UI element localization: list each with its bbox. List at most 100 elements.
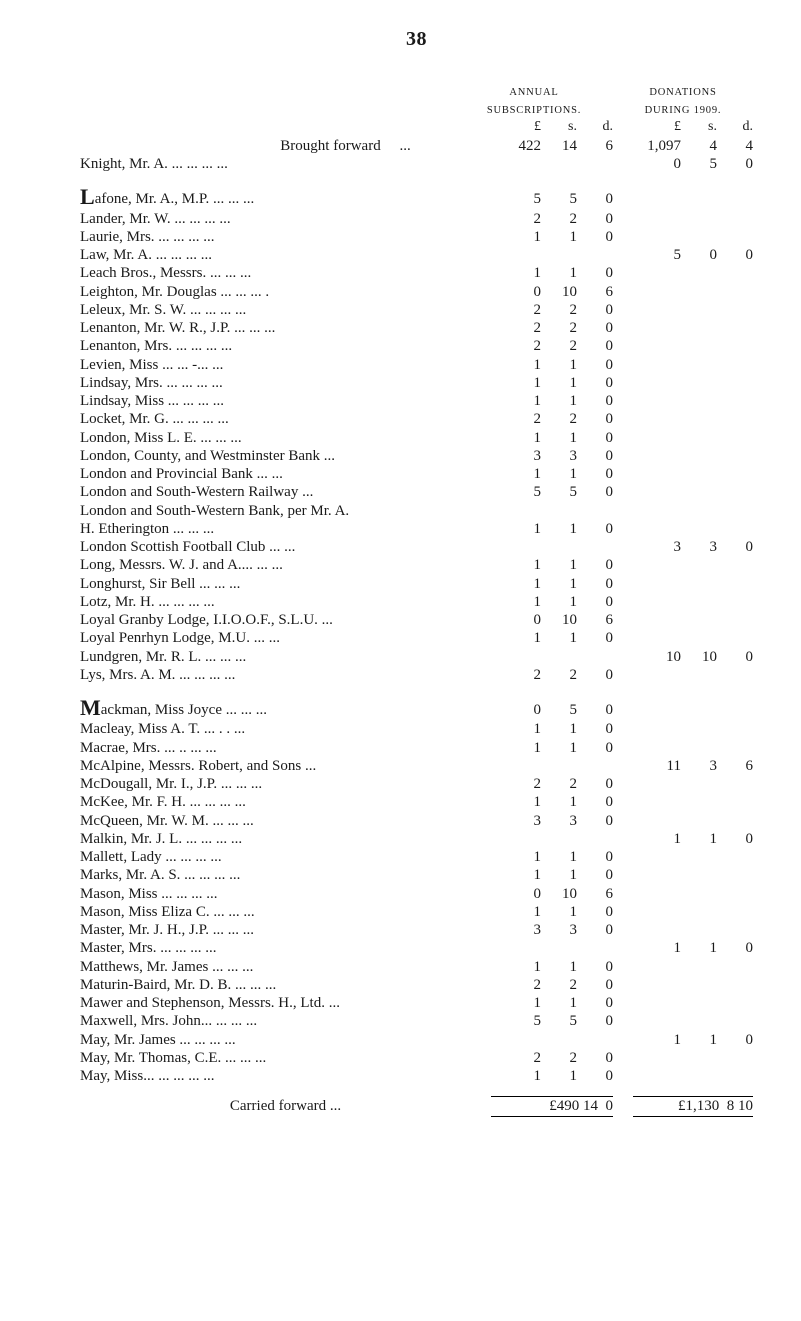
amount-cell: 1 — [541, 430, 577, 447]
ledger-row: Leighton, Mr. Douglas ... ... ... .0106 — [80, 283, 753, 301]
amount-cell: 1 — [541, 265, 577, 282]
amount-cell: 0 — [577, 302, 613, 319]
amount-cell: 0 — [577, 448, 613, 465]
entry-label: Levien, Miss ... ... -... ... — [80, 357, 491, 374]
entry-label: Macleay, Miss A. T. ... . . ... — [80, 721, 491, 738]
amount-cell: 0 — [577, 265, 613, 282]
amount-cell: 0 — [577, 393, 613, 410]
ledger-row: McDougall, Mr. I., J.P. ... ... ...220 — [80, 776, 753, 794]
amount-cell: 1 — [491, 959, 541, 976]
ledger-row: Master, Mrs. ... ... ... ...110 — [80, 940, 753, 958]
amount-cell: 2 — [491, 338, 541, 355]
amount-cell: 2 — [491, 411, 541, 428]
amount-cell: 3 — [541, 448, 577, 465]
ledger-row: Laurie, Mrs. ... ... ... ...110 — [80, 228, 753, 246]
amount-cell: 1 — [541, 995, 577, 1012]
amount-cell: 1 — [541, 576, 577, 593]
ledger-row: Long, Messrs. W. J. and A.... ... ...110 — [80, 557, 753, 575]
ledger-row: Lotz, Mr. H. ... ... ... ...110 — [80, 593, 753, 611]
ledger-row: Master, Mr. J. H., J.P. ... ... ...330 — [80, 922, 753, 940]
amount-cell: 1 — [491, 721, 541, 738]
amount-cell: 1 — [491, 466, 541, 483]
brought-forward-label: Brought forward ... — [80, 138, 491, 155]
ledger-row: Loyal Granby Lodge, I.I.O.O.F., S.L.U. .… — [80, 612, 753, 630]
ledger-row: Mawer and Stephenson, Messrs. H., Ltd. .… — [80, 995, 753, 1013]
amount-cell: 6 — [577, 612, 613, 629]
amount-cell: 10 — [541, 612, 577, 629]
entry-label: Leighton, Mr. Douglas ... ... ... . — [80, 284, 491, 301]
ledger-row: Lundgren, Mr. R. L. ... ... ...10100 — [80, 648, 753, 666]
amount-cell: 2 — [541, 667, 577, 684]
amount-cell: 1 — [491, 630, 541, 647]
amount-cell: 0 — [577, 995, 613, 1012]
amount-cell: 1 — [613, 940, 681, 957]
amount-cell: 11 — [613, 758, 681, 775]
column-header-row-1: ANNUAL DONATIONS — [80, 87, 753, 99]
entry-label: Loyal Granby Lodge, I.I.O.O.F., S.L.U. .… — [80, 612, 491, 629]
amount-cell: 1 — [541, 1068, 577, 1085]
entry-label: Malkin, Mr. J. L. ... ... ... ... — [80, 831, 491, 848]
unit-pound-2: £ — [613, 119, 681, 135]
amount-cell: 2 — [541, 1050, 577, 1067]
amount-cell: 0 — [491, 702, 541, 719]
ledger-row: London and Provincial Bank ... ...110 — [80, 466, 753, 484]
amount-cell: 0 — [577, 702, 613, 719]
amount-cell: 1 — [491, 576, 541, 593]
unit-pound-1: £ — [491, 119, 541, 135]
amount-cell: 5 — [491, 1013, 541, 1030]
amount-cell: 1 — [541, 794, 577, 811]
amount-cell: 0 — [577, 867, 613, 884]
ledger-row: Lander, Mr. W. ... ... ... ...220 — [80, 210, 753, 228]
ledger-row: May, Mr. Thomas, C.E. ... ... ...220 — [80, 1049, 753, 1067]
dropcap: L — [80, 184, 95, 209]
amount-cell: 1 — [613, 831, 681, 848]
entry-label: Knight, Mr. A. ... ... ... ... — [80, 156, 491, 173]
entry-label: London, County, and Westminster Bank ... — [80, 448, 491, 465]
amount-cell: 0 — [717, 940, 753, 957]
entry-label: Mason, Miss ... ... ... ... — [80, 886, 491, 903]
amount-cell: 10 — [541, 886, 577, 903]
entry-label: Lenanton, Mr. W. R., J.P. ... ... ... — [80, 320, 491, 337]
entry-label: Maxwell, Mrs. John... ... ... ... — [80, 1013, 491, 1030]
amount-cell: 1 — [681, 1032, 717, 1049]
amount-cell: 0 — [577, 1013, 613, 1030]
amount-cell: 1 — [491, 740, 541, 757]
carried-forward-sub: £490 14 0 — [491, 1096, 613, 1117]
amount-cell: 0 — [577, 466, 613, 483]
amount-cell: 0 — [577, 576, 613, 593]
amount-cell: 1 — [681, 831, 717, 848]
amount-cell: 3 — [491, 922, 541, 939]
entry-label: H. Etherington ... ... ... — [80, 521, 491, 538]
ledger-row: Malkin, Mr. J. L. ... ... ... ...110 — [80, 830, 753, 848]
amount-cell: 1 — [541, 594, 577, 611]
amount-cell: 1 — [681, 940, 717, 957]
amount-cell: 0 — [577, 320, 613, 337]
amount-cell: 0 — [491, 284, 541, 301]
amount-cell: 1 — [491, 521, 541, 538]
amount-cell: 0 — [577, 959, 613, 976]
amount-cell: 4 — [681, 138, 717, 155]
ledger-row: Lafone, Mr. A., M.P. ... ... ...550 — [80, 184, 753, 210]
amount-cell: 0 — [577, 521, 613, 538]
amount-cell: 0 — [717, 831, 753, 848]
entry-label: May, Miss... ... ... ... ... — [80, 1068, 491, 1085]
amount-cell: 1 — [541, 630, 577, 647]
entry-label: McKee, Mr. F. H. ... ... ... ... — [80, 794, 491, 811]
amount-cell: 0 — [613, 156, 681, 173]
amount-cell: 10 — [681, 649, 717, 666]
carried-forward-don: £1,130 8 10 — [633, 1096, 753, 1117]
amount-cell: 0 — [717, 247, 753, 264]
amount-cell: 0 — [577, 557, 613, 574]
entry-label: Lindsay, Miss ... ... ... ... — [80, 393, 491, 410]
ledger-row: May, Mr. James ... ... ... ...110 — [80, 1031, 753, 1049]
amount-cell: 10 — [541, 284, 577, 301]
unit-pence-1: d. — [577, 119, 613, 135]
amount-cell: 3 — [681, 539, 717, 556]
amount-cell: 0 — [577, 667, 613, 684]
amount-cell: 2 — [541, 776, 577, 793]
amount-cell: 5 — [541, 484, 577, 501]
unit-shilling-2: s. — [681, 119, 717, 135]
amount-cell: 0 — [577, 813, 613, 830]
column-header-row-2: SUBSCRIPTIONS. DURING 1909. — [80, 105, 753, 117]
amount-cell: 1 — [491, 995, 541, 1012]
